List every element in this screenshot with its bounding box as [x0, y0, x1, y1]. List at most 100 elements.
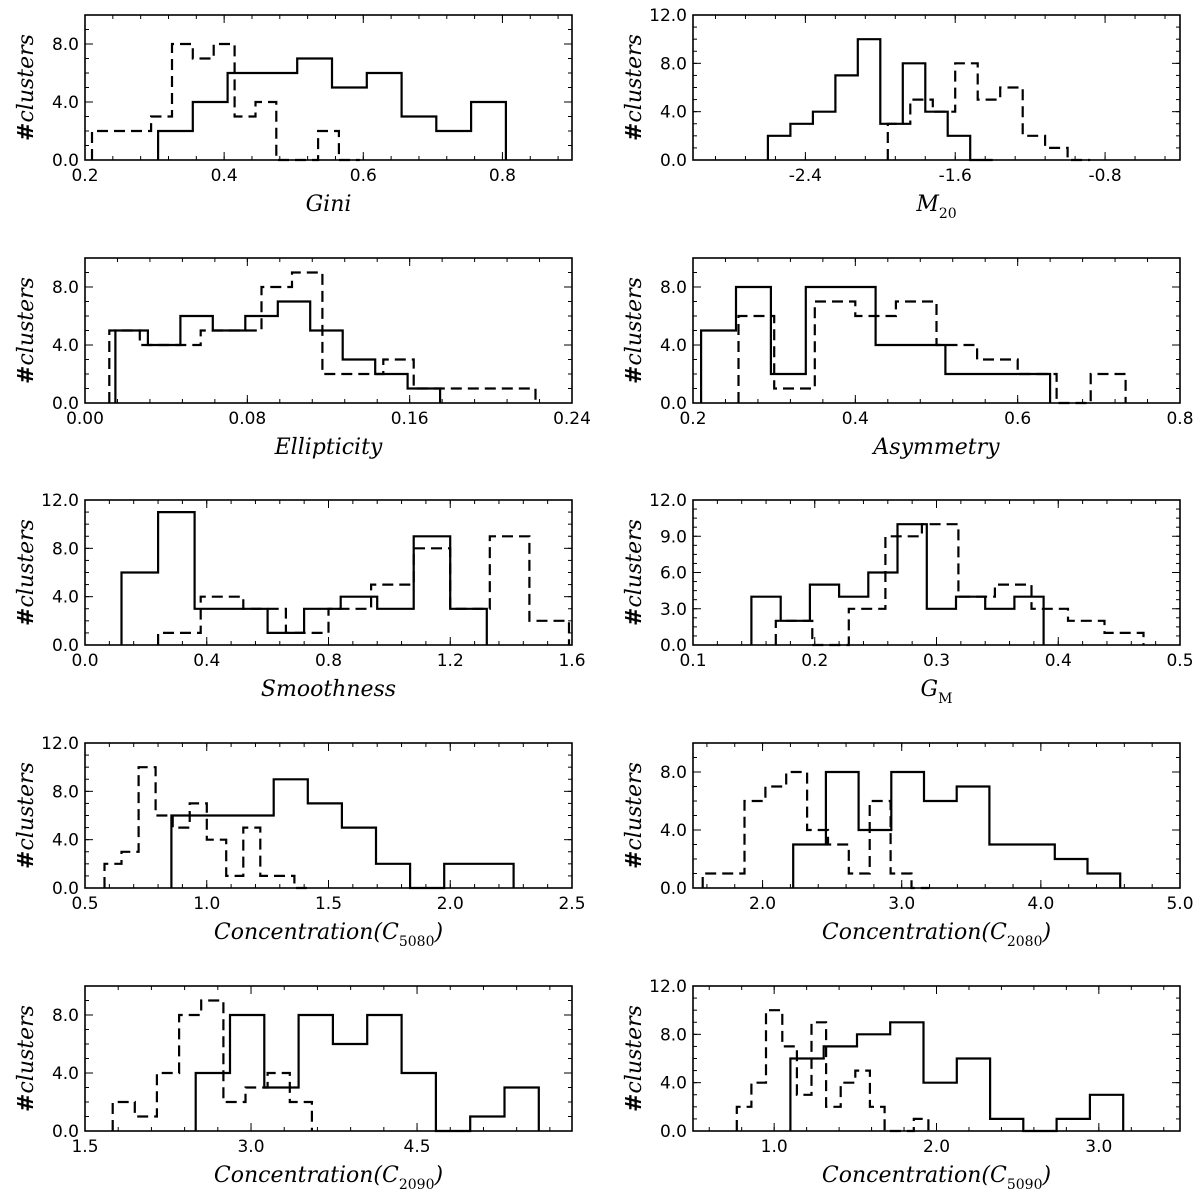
x-axis-label: Concentration(C2090) — [214, 1163, 443, 1193]
chart-panel-6: 0.1 0.2 0.3 0.4 0.5 0.0 3.0 6.0 9.0 12.0 GM #cluste… — [622, 491, 1194, 707]
y-axis-label-hash: # — [622, 608, 647, 626]
y-axis-label-hash: # — [14, 1094, 39, 1112]
y-tick-label: 0.0 — [52, 636, 79, 656]
y-axis-label-hash: # — [622, 123, 647, 141]
chart-panel-7: 0.5 1.0 1.5 2.0 2.5 0.0 4.0 8.0 12.0 Concentratio… — [14, 734, 586, 950]
x-axis-label-tail: ) — [1041, 1163, 1051, 1188]
y-tick-label: 12.0 — [41, 734, 79, 754]
x-axis-label-subscript: 2080 — [1007, 934, 1043, 950]
histogram-series-dashed — [111, 999, 313, 1131]
x-axis-label: Concentration(C5080) — [214, 920, 443, 950]
chart-panel-2: -2.4 -1.6 -0.8 0.0 4.0 8.0 12.0 M20 #clusters — [622, 6, 1181, 222]
x-tick-label: -0.8 — [1088, 166, 1121, 186]
histogram-series-dashed — [157, 535, 571, 645]
x-tick-label: 4.0 — [1027, 894, 1054, 914]
x-tick-label: -2.4 — [789, 166, 822, 186]
histogram-series-dashed — [701, 770, 930, 890]
histogram-series-dashed — [103, 766, 312, 890]
chart-panel-9: 1.5 3.0 4.5 0.0 4.0 8.0 Concentration(C2090) #c… — [14, 985, 573, 1193]
x-axis-label-main: M — [915, 192, 939, 217]
y-axis-label-word: clusters — [14, 1005, 39, 1093]
histogram-series-dashed — [737, 300, 1127, 405]
x-axis-label-subscript: 2090 — [399, 1177, 435, 1193]
x-axis-label-subscript: M — [938, 691, 952, 707]
x-axis-label: Smoothness — [261, 677, 396, 702]
y-tick-label: 4.0 — [52, 336, 79, 356]
y-tick-label: 4.0 — [660, 336, 687, 356]
y-tick-label: 0.0 — [660, 879, 687, 899]
histogram-series-solid — [157, 57, 507, 160]
y-axis-label: #clusters — [622, 762, 647, 869]
x-tick-label: 3.0 — [1085, 1137, 1112, 1157]
x-tick-label: 0.00 — [66, 409, 104, 429]
y-tick-label: 4.0 — [52, 93, 79, 113]
x-axis-label-main: Concentration(C — [214, 1163, 399, 1188]
x-tick-label: 0.5 — [71, 894, 98, 914]
y-axis-label-hash: # — [622, 1094, 647, 1112]
x-tick-label: 2.0 — [923, 1137, 950, 1157]
x-tick-label: 0.2 — [71, 166, 98, 186]
histogram-series-dashed — [90, 42, 360, 162]
plot-frame — [692, 499, 1181, 646]
y-tick-label: 8.0 — [660, 763, 687, 783]
x-axis-label-main: Concentration(C — [822, 920, 1007, 945]
x-tick-label: 0.2 — [801, 651, 828, 671]
x-tick-label: 0.4 — [1045, 651, 1072, 671]
x-axis-label: Concentration(C5090) — [822, 1163, 1051, 1193]
chart-panel-4: 0.2 0.4 0.6 0.8 0.0 4.0 8.0 Asymmetry #clusters — [622, 257, 1194, 460]
y-tick-label: 8.0 — [660, 278, 687, 298]
y-tick-label: 9.0 — [660, 527, 687, 547]
y-tick-label: 0.0 — [52, 1122, 79, 1142]
histogram-series-dashed — [108, 271, 537, 403]
y-tick-label: 8.0 — [52, 1006, 79, 1026]
plot-frame — [692, 742, 1181, 889]
x-tick-label: 0.24 — [553, 409, 591, 429]
x-axis-label-tail: ) — [433, 1163, 443, 1188]
chart-panel-10: 1.0 2.0 3.0 0.0 4.0 8.0 12.0 Concentration(C509… — [622, 977, 1181, 1193]
y-tick-label: 4.0 — [660, 1074, 687, 1094]
y-tick-label: 8.0 — [52, 539, 79, 559]
histogram-series-dashed — [735, 1009, 930, 1133]
y-tick-label: 8.0 — [660, 1025, 687, 1045]
x-tick-label: 0.4 — [842, 409, 869, 429]
y-axis-label-hash: # — [14, 123, 39, 141]
y-tick-label: 0.0 — [660, 394, 687, 414]
histogram-series-dashed — [774, 523, 1145, 647]
x-tick-label: 0.0 — [71, 651, 98, 671]
y-tick-label: 4.0 — [52, 1064, 79, 1084]
x-tick-label: 0.8 — [1166, 409, 1193, 429]
x-tick-label: 0.2 — [679, 409, 706, 429]
y-axis-label-word: clusters — [14, 762, 39, 850]
y-axis-label-word: clusters — [622, 277, 647, 365]
y-axis-label: #clusters — [14, 34, 39, 141]
x-tick-label: 4.5 — [404, 1137, 431, 1157]
x-tick-label: 1.5 — [71, 1137, 98, 1157]
y-tick-label: 8.0 — [52, 278, 79, 298]
plot-frame — [692, 985, 1181, 1132]
histogram-series-solid — [194, 1013, 540, 1133]
y-tick-label: 8.0 — [52, 782, 79, 802]
y-axis-label: #clusters — [622, 277, 647, 384]
y-tick-label: 12.0 — [649, 6, 687, 26]
x-tick-label: -1.6 — [939, 166, 972, 186]
x-axis-label-main: Concentration(C — [214, 920, 399, 945]
x-tick-label: 1.2 — [437, 651, 464, 671]
x-axis-label: GM — [921, 677, 953, 707]
x-tick-label: 2.0 — [437, 894, 464, 914]
x-tick-label: 1.6 — [558, 651, 585, 671]
y-tick-label: 8.0 — [660, 54, 687, 74]
histogram-series-solid — [120, 511, 488, 645]
x-axis-label-main: Asymmetry — [871, 435, 1000, 460]
y-axis-label-word: clusters — [14, 34, 39, 122]
x-tick-label: 1.0 — [193, 894, 220, 914]
x-axis-label-main: Smoothness — [261, 677, 396, 702]
histogram-series-solid — [170, 778, 515, 890]
histogram-series-solid — [766, 38, 993, 162]
x-tick-label: 0.08 — [228, 409, 266, 429]
x-axis-label-subscript: 5080 — [399, 934, 435, 950]
chart-panel-3: 0.00 0.08 0.16 0.24 0.0 4.0 8.0 Ellipticity #clu… — [14, 257, 591, 460]
x-axis-label-subscript: 20 — [939, 206, 957, 222]
y-tick-label: 0.0 — [52, 151, 79, 171]
